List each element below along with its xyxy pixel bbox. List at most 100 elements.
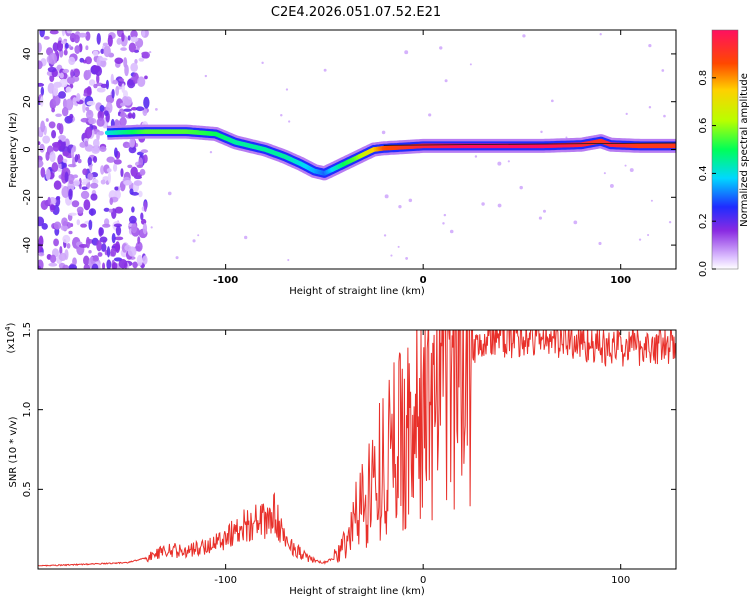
noise-speckle bbox=[133, 180, 143, 186]
noise-dot bbox=[444, 79, 448, 83]
noise-dot bbox=[404, 50, 409, 55]
noise-speckle bbox=[130, 166, 138, 177]
noise-speckle bbox=[52, 94, 61, 106]
noise-speckle bbox=[40, 167, 46, 178]
noise-speckle bbox=[51, 107, 56, 113]
noise-speckle bbox=[107, 34, 113, 47]
spectrogram-image bbox=[38, 30, 676, 269]
noise-dot bbox=[209, 150, 213, 154]
noise-speckle bbox=[68, 264, 77, 269]
noise-dot bbox=[522, 34, 526, 38]
noise-speckle bbox=[68, 230, 73, 235]
noise-speckle bbox=[111, 233, 116, 244]
noise-dot bbox=[204, 74, 208, 78]
noise-speckle bbox=[61, 30, 66, 37]
noise-speckle bbox=[51, 162, 59, 173]
noise-speckle bbox=[92, 50, 99, 57]
noise-speckle bbox=[103, 207, 110, 212]
noise-dot bbox=[603, 172, 606, 175]
noise-dot bbox=[288, 120, 291, 123]
noise-speckle bbox=[88, 208, 97, 216]
x-tick-label: 100 bbox=[610, 275, 631, 286]
noise-dot bbox=[497, 161, 502, 166]
noise-speckle bbox=[74, 154, 79, 163]
noise-speckle bbox=[62, 264, 69, 269]
noise-speckle bbox=[132, 261, 138, 269]
noise-dot bbox=[167, 191, 172, 196]
noise-dot bbox=[443, 213, 447, 217]
noise-speckle bbox=[76, 219, 81, 226]
snr-frame bbox=[37, 329, 677, 570]
noise-speckle bbox=[76, 93, 81, 102]
noise-dot bbox=[244, 235, 248, 240]
noise-speckle bbox=[79, 57, 85, 63]
noise-speckle bbox=[73, 174, 78, 179]
noise-speckle bbox=[107, 171, 111, 184]
noise-speckle bbox=[108, 208, 113, 213]
noise-speckle bbox=[80, 190, 90, 200]
noise-speckle bbox=[103, 45, 111, 58]
noise-speckle bbox=[109, 197, 114, 205]
noise-speckle bbox=[86, 100, 96, 106]
noise-speckle bbox=[140, 212, 144, 221]
noise-dot bbox=[408, 198, 413, 203]
noise-speckle bbox=[68, 180, 74, 185]
y-tick-label: 20 bbox=[22, 95, 33, 108]
noise-speckle bbox=[113, 159, 122, 165]
noise-speckle bbox=[131, 112, 136, 119]
noise-speckle bbox=[118, 78, 125, 82]
noise-speckle bbox=[115, 241, 121, 254]
noise-speckle bbox=[38, 60, 43, 70]
noise-speckle bbox=[97, 109, 105, 121]
y-tick-label: 0.5 bbox=[22, 481, 33, 497]
noise-speckle bbox=[106, 246, 111, 258]
noise-speckle bbox=[48, 262, 58, 267]
noise-speckle bbox=[128, 215, 137, 224]
noise-speckle bbox=[130, 106, 138, 111]
noise-dot bbox=[609, 183, 614, 188]
noise-speckle bbox=[40, 86, 45, 96]
colorbar-gradient bbox=[711, 29, 739, 270]
noise-dot bbox=[648, 106, 652, 109]
noise-speckle bbox=[115, 225, 122, 236]
noise-speckle bbox=[42, 135, 51, 144]
noise-dot bbox=[390, 254, 393, 257]
noise-speckle bbox=[83, 199, 91, 211]
noise-speckle bbox=[76, 206, 84, 214]
noise-speckle bbox=[49, 151, 56, 163]
y-tick-label: -40 bbox=[22, 237, 33, 253]
noise-speckle bbox=[59, 72, 64, 79]
noise-speckle bbox=[85, 106, 90, 112]
noise-speckle bbox=[73, 68, 81, 78]
noise-speckle bbox=[53, 238, 59, 247]
noise-dot bbox=[497, 203, 502, 208]
noise-speckle bbox=[143, 96, 150, 109]
noise-speckle bbox=[83, 255, 90, 266]
noise-dot bbox=[155, 107, 158, 111]
noise-speckle bbox=[111, 262, 118, 269]
noise-dot bbox=[538, 216, 542, 220]
noise-speckle bbox=[40, 120, 46, 133]
noise-dot bbox=[384, 194, 389, 199]
snr-ticks: -100 0 100 0.5 1.0 1.5 bbox=[22, 322, 676, 586]
noise-speckle bbox=[124, 244, 132, 251]
noise-speckle bbox=[58, 123, 64, 135]
noise-speckle bbox=[84, 56, 92, 65]
noise-speckle bbox=[114, 186, 119, 191]
noise-dot bbox=[542, 209, 546, 213]
noise-dot bbox=[481, 202, 485, 206]
noise-speckle bbox=[96, 73, 100, 84]
noise-speckle bbox=[116, 37, 122, 45]
noise-speckle bbox=[72, 75, 80, 82]
noise-speckle bbox=[92, 138, 100, 148]
noise-speckle bbox=[102, 262, 106, 269]
noise-speckle bbox=[41, 223, 48, 230]
noise-speckle bbox=[45, 168, 51, 181]
noise-speckle bbox=[106, 168, 112, 173]
noise-dot bbox=[383, 234, 387, 237]
noise-speckle bbox=[96, 117, 105, 127]
noise-speckle bbox=[129, 137, 135, 148]
noise-speckle bbox=[142, 108, 148, 117]
noise-speckle bbox=[55, 113, 62, 118]
